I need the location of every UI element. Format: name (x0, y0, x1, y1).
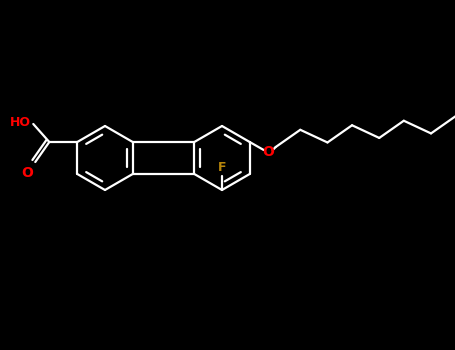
Text: HO: HO (10, 117, 31, 130)
Text: O: O (262, 145, 273, 159)
Text: O: O (21, 166, 33, 180)
Text: F: F (218, 161, 226, 174)
